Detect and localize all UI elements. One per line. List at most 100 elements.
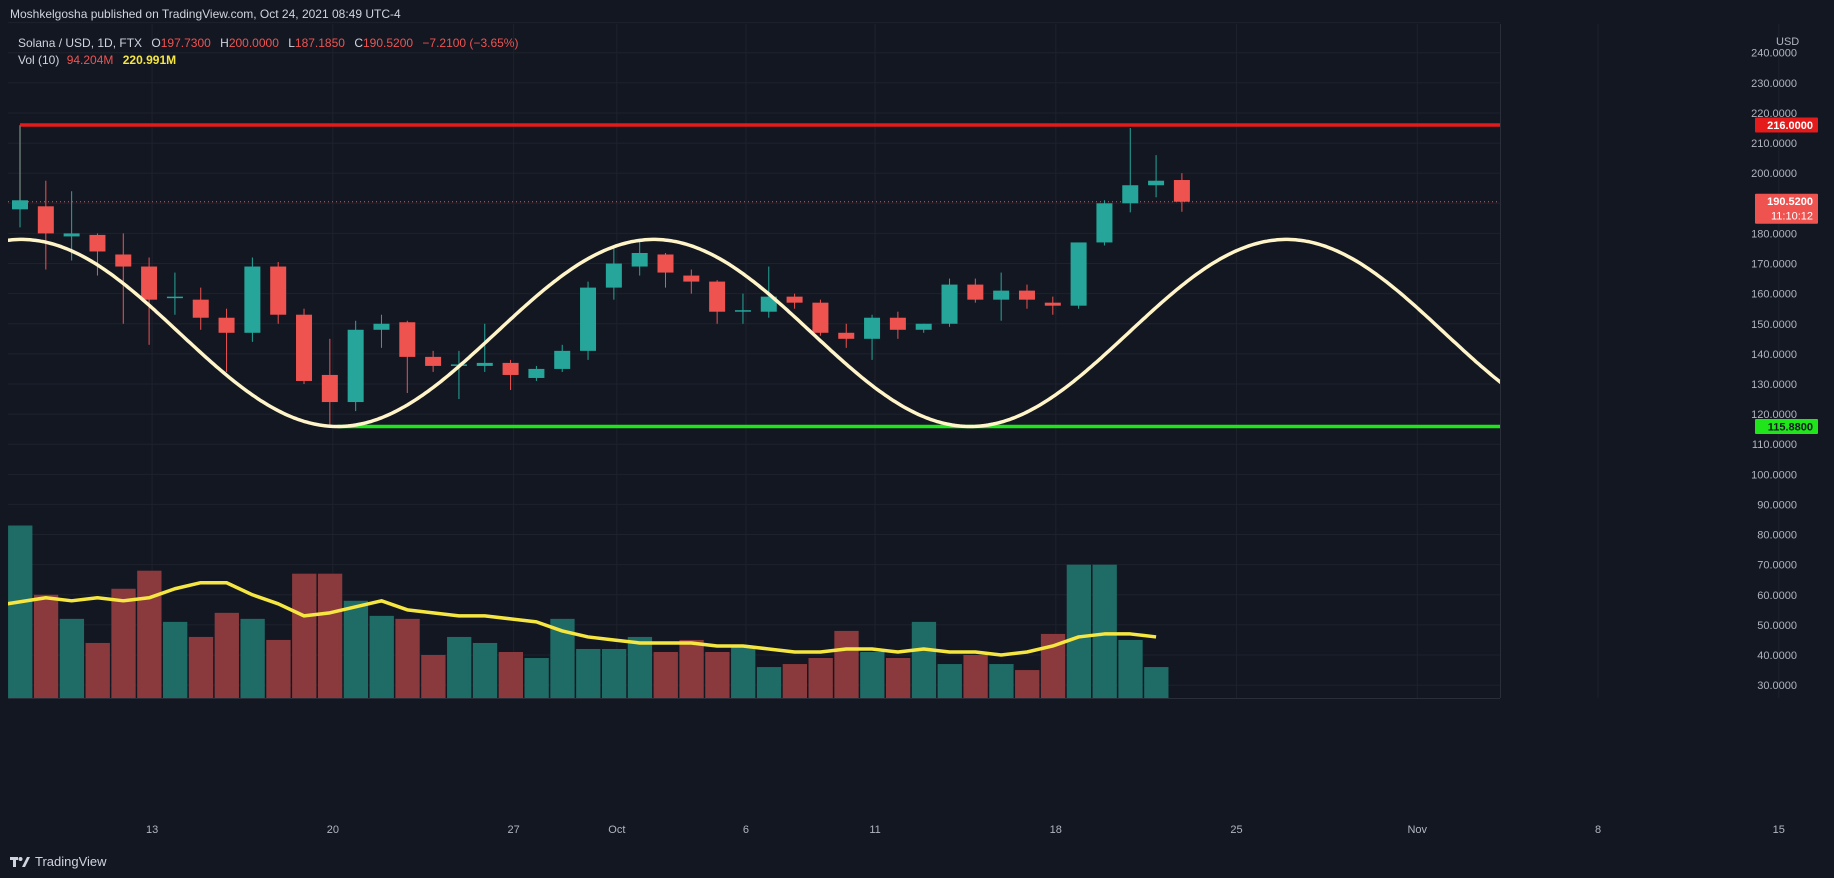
candle-body [141, 266, 158, 300]
volume-bar [705, 651, 730, 698]
candle-body [993, 290, 1010, 300]
last-price-tag-countdown: 11:10:12 [1771, 211, 1813, 223]
volume-bar [447, 636, 472, 698]
volume-bar [1092, 564, 1117, 698]
volume-bar [782, 664, 808, 698]
candle-body [296, 314, 313, 381]
volume-bar [85, 642, 110, 698]
time-tick-label: 15 [1773, 824, 1785, 836]
volume-bar [214, 612, 239, 698]
price-axis-labels: 240.0000 230.0000 220.0000 210.0000 200.0000… [1751, 48, 1797, 692]
candle-body [786, 296, 803, 303]
candle-body [476, 362, 493, 366]
volume-ma-line [8, 580, 1157, 657]
price-tick-label: 140.0000 [1751, 349, 1797, 361]
price-tick-label: 50.0000 [1757, 620, 1797, 632]
candle-body [631, 252, 648, 267]
time-tick-label: 25 [1230, 824, 1242, 836]
volume-bar [1144, 667, 1169, 698]
volume-bar [576, 648, 601, 698]
price-tick-label: 40.0000 [1757, 650, 1797, 662]
volume-bar [240, 618, 265, 698]
candle-body [812, 302, 829, 333]
volume-bar [292, 573, 317, 698]
candles [12, 125, 1190, 427]
resistance-price-tag-text: 216.0000 [1767, 120, 1813, 132]
sine-wave-line [8, 237, 1500, 429]
symbol-label[interactable]: Solana / USD, 1D, FTX [18, 36, 143, 50]
candle-body [1044, 302, 1061, 306]
volume-bar [137, 570, 162, 698]
volume-bar [963, 655, 988, 698]
volume-bar [524, 658, 549, 698]
low-label: L [288, 36, 295, 50]
candle-body [967, 284, 984, 300]
candle-body [941, 284, 958, 324]
price-tick-label: 120.0000 [1751, 409, 1797, 421]
time-tick-label: 20 [327, 824, 339, 836]
candle-body [502, 362, 519, 375]
volume-bar [369, 615, 394, 698]
candle-body [115, 254, 132, 267]
price-tick-label: 220.0000 [1751, 108, 1797, 120]
volume-bar [472, 642, 498, 698]
price-tick-label: 200.0000 [1751, 168, 1797, 180]
candle-body [1173, 180, 1190, 202]
candle-body [709, 281, 726, 312]
volume-bar [885, 658, 911, 698]
volume-bar [756, 667, 782, 698]
candle-body [528, 368, 545, 378]
candle-body [605, 263, 622, 288]
tradingview-logo[interactable]: TradingView [10, 854, 107, 869]
open-label: O [151, 36, 161, 50]
support-price-tag-text: 115.8800 [1768, 422, 1813, 434]
candle-body [192, 299, 209, 318]
volume-bar [1015, 670, 1040, 698]
candle-body [347, 329, 364, 403]
candle-body [63, 233, 80, 237]
time-tick-label: 13 [146, 824, 158, 836]
candle-body [889, 317, 906, 330]
volume-bar [989, 664, 1014, 698]
candle-body [399, 322, 416, 357]
close-label: C [354, 36, 363, 50]
volume-bar [266, 639, 291, 698]
volume-bar [59, 618, 85, 698]
price-tick-label: 210.0000 [1751, 138, 1797, 150]
high-value: 200.0000 [228, 36, 279, 50]
candle-body [760, 296, 777, 312]
plot-area [8, 123, 1500, 698]
candle-body [1070, 242, 1087, 306]
volume-bar [395, 618, 420, 698]
volume-bar [601, 648, 627, 698]
support-price-tag-bg [1755, 419, 1818, 435]
candle-body [89, 234, 106, 252]
volume-bar [627, 636, 653, 698]
volume-bar [343, 600, 369, 698]
time-tick-label: 6 [743, 824, 749, 836]
candle-body [37, 206, 54, 234]
price-tick-label: 130.0000 [1751, 379, 1797, 391]
chart-legend: Solana / USD, 1D, FTX O197.7300 H200.000… [18, 35, 518, 69]
price-tick-label: 180.0000 [1751, 228, 1797, 240]
volume-bar [8, 525, 33, 698]
axis-currency-label: USD [1776, 36, 1800, 48]
volume-bar [163, 621, 188, 698]
candle-body [218, 317, 235, 333]
legend-volume-row: Vol (10) 94.204M 220.991M [18, 52, 518, 69]
resistance-price-tag-bg [1755, 117, 1818, 133]
tradingview-logo-icon [10, 856, 30, 867]
volume-bar [937, 664, 962, 698]
publisher-line: Moshkelgosha published on TradingView.co… [10, 7, 401, 21]
volume-label[interactable]: Vol (10) [18, 53, 60, 67]
last-price-tag-bg [1755, 193, 1818, 224]
high-label: H [220, 36, 229, 50]
close-value: 190.5200 [362, 36, 414, 50]
time-tick-label: 27 [507, 824, 519, 836]
volume-bar [653, 651, 678, 698]
price-tick-label: 150.0000 [1751, 319, 1797, 331]
open-value: 197.7300 [160, 36, 211, 50]
time-tick-label: 11 [869, 824, 880, 836]
volume-bar [911, 621, 937, 698]
